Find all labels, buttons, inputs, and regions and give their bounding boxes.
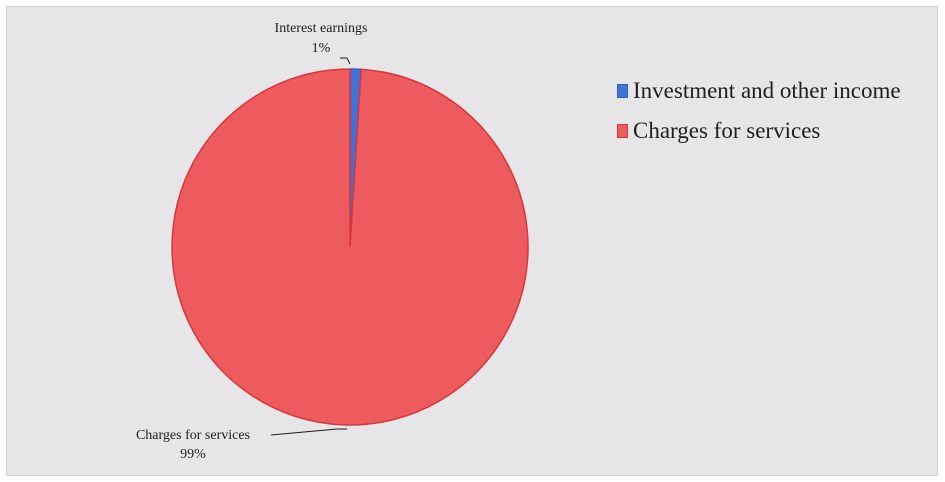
leader-line-interest bbox=[340, 57, 351, 65]
slice-percent-interest: 1% bbox=[312, 41, 331, 56]
pie-slice-charges bbox=[171, 68, 529, 426]
legend-swatch-investment bbox=[617, 84, 628, 98]
legend-label-charges: Charges for services bbox=[633, 118, 821, 143]
pie-chart: Interest earnings 1% Charges for service… bbox=[136, 21, 529, 462]
slice-percent-charges: 99% bbox=[180, 447, 206, 462]
chart-area: Interest earnings 1% Charges for service… bbox=[6, 6, 938, 476]
legend: Investment and other income Charges for … bbox=[617, 71, 901, 151]
pie-slices bbox=[171, 68, 529, 426]
slice-label-interest: Interest earnings bbox=[275, 21, 368, 36]
legend-item-investment: Investment and other income bbox=[617, 71, 901, 111]
legend-swatch-charges bbox=[617, 124, 628, 138]
legend-item-charges: Charges for services bbox=[617, 111, 901, 151]
legend-label-investment: Investment and other income bbox=[633, 78, 901, 103]
leader-line-charges bbox=[270, 428, 347, 436]
slice-label-charges: Charges for services bbox=[136, 428, 250, 443]
